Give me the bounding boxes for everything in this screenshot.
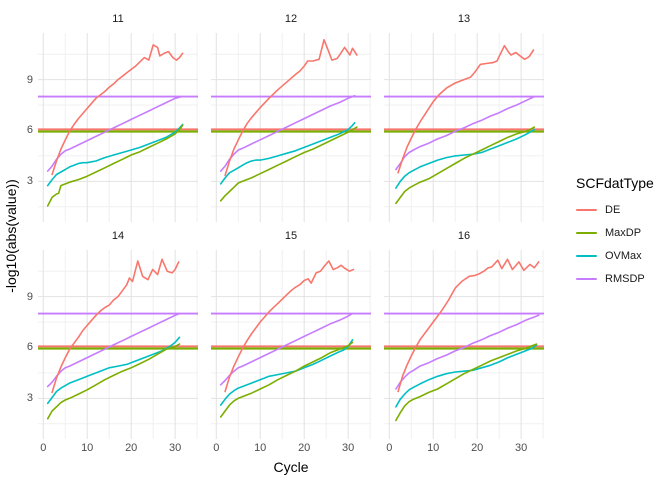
legend-label: DE — [605, 203, 621, 216]
legend-label: OVMax — [605, 249, 642, 262]
series-line-MaxDP — [395, 126, 536, 205]
legend-label: RMSDP — [605, 272, 645, 285]
facet-panel-12: 12 — [211, 11, 371, 222]
legend-key-line-icon — [576, 231, 597, 234]
series-line-RMSDP — [219, 94, 356, 172]
legend-entry-OVMax: OVMax — [576, 244, 654, 267]
facet-strip-label: 11 — [112, 13, 124, 25]
series-line-OVMax — [395, 128, 536, 189]
x-tick-label: 20 — [471, 442, 484, 454]
y-axis-ticks-row1: 9 6 3 — [0, 33, 33, 222]
series-line-DE — [397, 258, 540, 393]
facet-plot-area — [38, 250, 198, 439]
facet-strip-label: 16 — [457, 230, 471, 242]
series-line-OVMax — [46, 123, 184, 187]
facet-plot-area — [211, 250, 371, 439]
series-line-MaxDP — [219, 126, 358, 202]
series-line-OVMax — [395, 344, 538, 408]
facet-plot-area — [38, 33, 198, 222]
x-tick-label: 30 — [514, 442, 528, 454]
facet-plot-area — [384, 250, 544, 439]
facet-plot-area — [211, 33, 371, 222]
facet-strip-label: 14 — [111, 230, 125, 242]
x-tick-label: 0 — [40, 442, 47, 454]
facet-strip-label: 15 — [284, 230, 298, 242]
series-line-RMSDP — [219, 312, 354, 386]
x-tick-label: 10 — [81, 442, 94, 454]
y-tick-label: 9 — [26, 290, 33, 303]
x-tick-label: 20 — [125, 442, 138, 454]
facet-panel-16: 16 — [384, 228, 544, 439]
y-tick-label: 9 — [26, 73, 33, 86]
series-line-MaxDP — [395, 343, 538, 422]
legend-entry-MaxDP: MaxDP — [576, 221, 654, 244]
x-tick-label: 0 — [213, 442, 220, 454]
legend: SCFdatType DE MaxDP OVMax RMSDP — [576, 175, 654, 290]
y-tick-label: 3 — [26, 175, 33, 188]
legend-key-line-icon — [576, 208, 597, 211]
series-line-MaxDP — [46, 343, 181, 420]
series-line-OVMax — [46, 336, 181, 405]
x-tick-label: 30 — [168, 442, 182, 454]
x-axis-title: Cycle — [273, 459, 309, 475]
series-line-OVMax — [219, 339, 354, 406]
y-tick-label: 6 — [26, 341, 33, 354]
legend-entry-RMSDP: RMSDP — [576, 267, 654, 290]
facet-panel-15: 15 — [211, 228, 371, 439]
series-line-OVMax — [219, 122, 356, 185]
legend-entries: DE MaxDP OVMax RMSDP — [576, 198, 654, 290]
series-line-DE — [51, 258, 180, 394]
series-line-DE — [224, 260, 355, 393]
facet-panel-11: 11 — [38, 11, 198, 222]
x-tick-label: 10 — [427, 442, 440, 454]
x-axis-ticks-col3: 0 10 20 30 — [384, 441, 544, 455]
x-tick-label: 0 — [386, 442, 393, 454]
facet-panel-14: 14 — [38, 228, 198, 439]
series-line-MaxDP — [46, 124, 184, 207]
series-line-RMSDP — [46, 95, 183, 172]
series-line-DE — [224, 39, 358, 177]
facet-panel-13: 13 — [384, 11, 544, 222]
x-axis-ticks-col2: 0 10 20 30 — [211, 441, 371, 455]
series-line-RMSDP — [395, 314, 540, 390]
legend-title: SCFdatType — [576, 175, 654, 191]
x-tick-label: 30 — [341, 442, 355, 454]
series-line-DE — [397, 44, 535, 174]
legend-label: MaxDP — [605, 226, 642, 239]
series-line-RMSDP — [395, 95, 536, 171]
legend-key-line-icon — [576, 254, 597, 257]
legend-key-line-icon — [576, 277, 597, 280]
y-tick-label: 3 — [26, 392, 33, 405]
x-tick-label: 10 — [254, 442, 267, 454]
legend-entry-DE: DE — [576, 198, 654, 221]
series-line-RMSDP — [46, 312, 181, 388]
y-tick-label: 6 — [26, 124, 33, 137]
facet-plot-area — [384, 33, 544, 222]
x-axis-ticks-col1: 0 10 20 30 — [38, 441, 198, 455]
y-axis-ticks-row2: 9 6 3 — [0, 250, 33, 439]
facet-strip-label: 12 — [284, 13, 298, 25]
series-line-DE — [51, 44, 184, 176]
series-line-MaxDP — [219, 341, 354, 418]
facet-strip-label: 13 — [457, 13, 471, 25]
x-tick-label: 20 — [298, 442, 311, 454]
